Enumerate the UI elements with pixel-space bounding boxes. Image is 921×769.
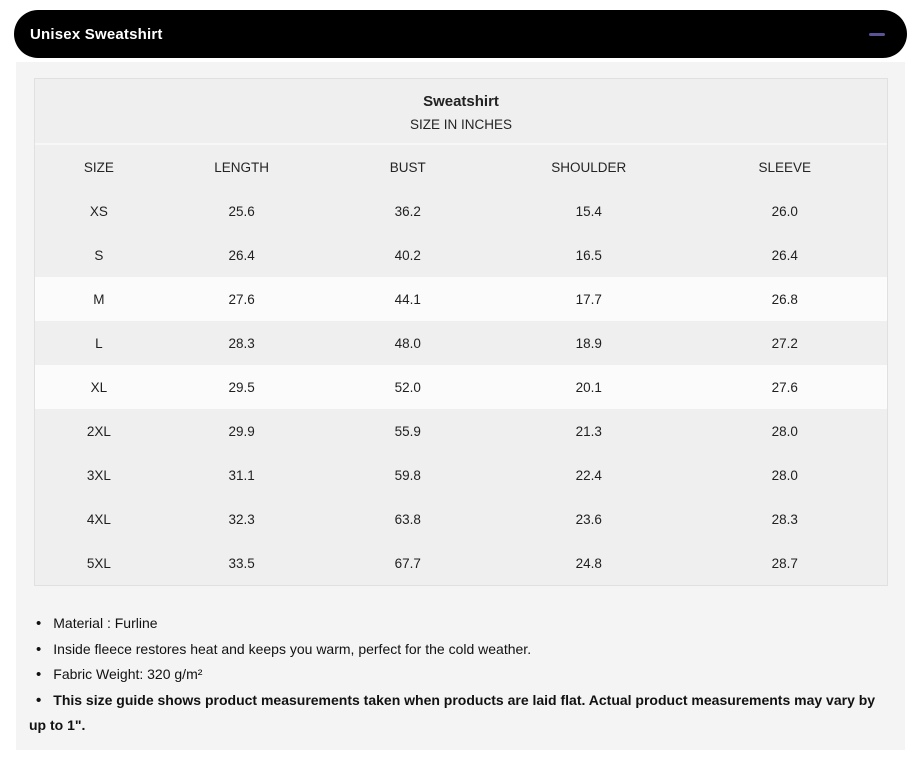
size-chart-body: XS 25.6 36.2 15.4 26.0 S 26.4 40.2 16.5 26.4 M 27.6…	[35, 189, 887, 585]
cell-sleeve: 26.0	[771, 203, 798, 219]
cell-sleeve: 27.2	[771, 335, 798, 351]
note-item: Material : Furline	[29, 611, 891, 637]
size-chart-title: Sweatshirt	[423, 93, 499, 110]
cell-bust: 59.8	[394, 467, 421, 483]
cell-length: 29.5	[228, 379, 255, 395]
cell-shoulder: 24.8	[575, 555, 602, 571]
cell-bust: 52.0	[394, 379, 421, 395]
table-row-xl: XL 29.5 52.0 20.1 27.6	[35, 365, 887, 409]
cell-length: 26.4	[228, 247, 255, 263]
cell-sleeve: 27.6	[771, 379, 798, 395]
cell-size: 3XL	[86, 467, 111, 483]
table-row-2xl: 2XL 29.9 55.9 21.3 28.0	[35, 409, 887, 453]
note-item: Fabric Weight: 320 g/m²	[29, 662, 891, 688]
cell-size: XS	[89, 203, 108, 219]
accordion-title: Unisex Sweatshirt	[30, 25, 163, 43]
size-chart: Sweatshirt SIZE IN INCHES SIZE LENGTH BUST…	[34, 78, 888, 586]
cell-shoulder: 16.5	[575, 247, 602, 263]
cell-length: 29.9	[228, 423, 255, 439]
cell-size: XL	[90, 379, 108, 395]
cell-bust: 48.0	[394, 335, 421, 351]
cell-length: 31.1	[228, 467, 255, 483]
size-chart-caption: Sweatshirt SIZE IN INCHES	[35, 79, 887, 145]
note-item: Inside fleece restores heat and keeps yo…	[29, 637, 891, 663]
cell-size: S	[94, 247, 104, 263]
cell-bust: 63.8	[394, 511, 421, 527]
cell-length: 25.6	[228, 203, 255, 219]
cell-shoulder: 17.7	[575, 291, 602, 307]
cell-shoulder: 18.9	[575, 335, 602, 351]
table-row-5xl: 5XL 33.5 67.7 24.8 28.7	[35, 541, 887, 585]
table-row-s: S 26.4 40.2 16.5 26.4	[35, 233, 887, 277]
size-chart-table: SIZE LENGTH BUST SHOULDER SLEEVE XS 25.6 36.2 1…	[35, 145, 887, 585]
cell-length: 33.5	[228, 555, 255, 571]
cell-length: 32.3	[228, 511, 255, 527]
cell-sleeve: 28.7	[771, 555, 798, 571]
cell-sleeve: 26.4	[771, 247, 798, 263]
column-header-sleeve: SLEEVE	[758, 159, 812, 175]
cell-bust: 40.2	[394, 247, 421, 263]
cell-sleeve: 26.8	[771, 291, 798, 307]
accordion-header-unisex-sweatshirt[interactable]: Unisex Sweatshirt	[14, 10, 907, 58]
cell-bust: 67.7	[394, 555, 421, 571]
cell-bust: 36.2	[394, 203, 421, 219]
table-row-4xl: 4XL 32.3 63.8 23.6 28.3	[35, 497, 887, 541]
column-header-shoulder: SHOULDER	[551, 159, 627, 175]
cell-shoulder: 23.6	[575, 511, 602, 527]
table-row-m: M 27.6 44.1 17.7 26.8	[35, 277, 887, 321]
cell-size: L	[95, 335, 103, 351]
cell-size: 4XL	[86, 511, 111, 527]
cell-bust: 44.1	[394, 291, 421, 307]
cell-shoulder: 20.1	[575, 379, 602, 395]
table-row-xs: XS 25.6 36.2 15.4 26.0	[35, 189, 887, 233]
cell-sleeve: 28.0	[771, 423, 798, 439]
cell-size: 2XL	[86, 423, 111, 439]
cell-length: 28.3	[228, 335, 255, 351]
cell-bust: 55.9	[394, 423, 421, 439]
cell-sleeve: 28.0	[771, 467, 798, 483]
column-header-size: SIZE	[83, 159, 114, 175]
note-item: This size guide shows product measuremen…	[29, 688, 891, 738]
cell-sleeve: 28.3	[771, 511, 798, 527]
cell-size: M	[93, 291, 105, 307]
table-row-3xl: 3XL 31.1 59.8 22.4 28.0	[35, 453, 887, 497]
accordion-content: Sweatshirt SIZE IN INCHES SIZE LENGTH BUST…	[16, 62, 905, 750]
cell-shoulder: 22.4	[575, 467, 602, 483]
cell-shoulder: 21.3	[575, 423, 602, 439]
column-header-bust: BUST	[389, 159, 426, 175]
table-row-l: L 28.3 48.0 18.9 27.2	[35, 321, 887, 365]
column-header-length: LENGTH	[214, 159, 269, 175]
collapse-minus-icon[interactable]	[869, 32, 885, 36]
table-header-row: SIZE LENGTH BUST SHOULDER SLEEVE	[35, 145, 887, 189]
notes-list: Material : FurlineInside fleece restores…	[29, 611, 891, 738]
cell-size: 5XL	[86, 555, 111, 571]
size-chart-subtitle: SIZE IN INCHES	[409, 117, 512, 132]
cell-shoulder: 15.4	[575, 203, 602, 219]
cell-length: 27.6	[228, 291, 255, 307]
